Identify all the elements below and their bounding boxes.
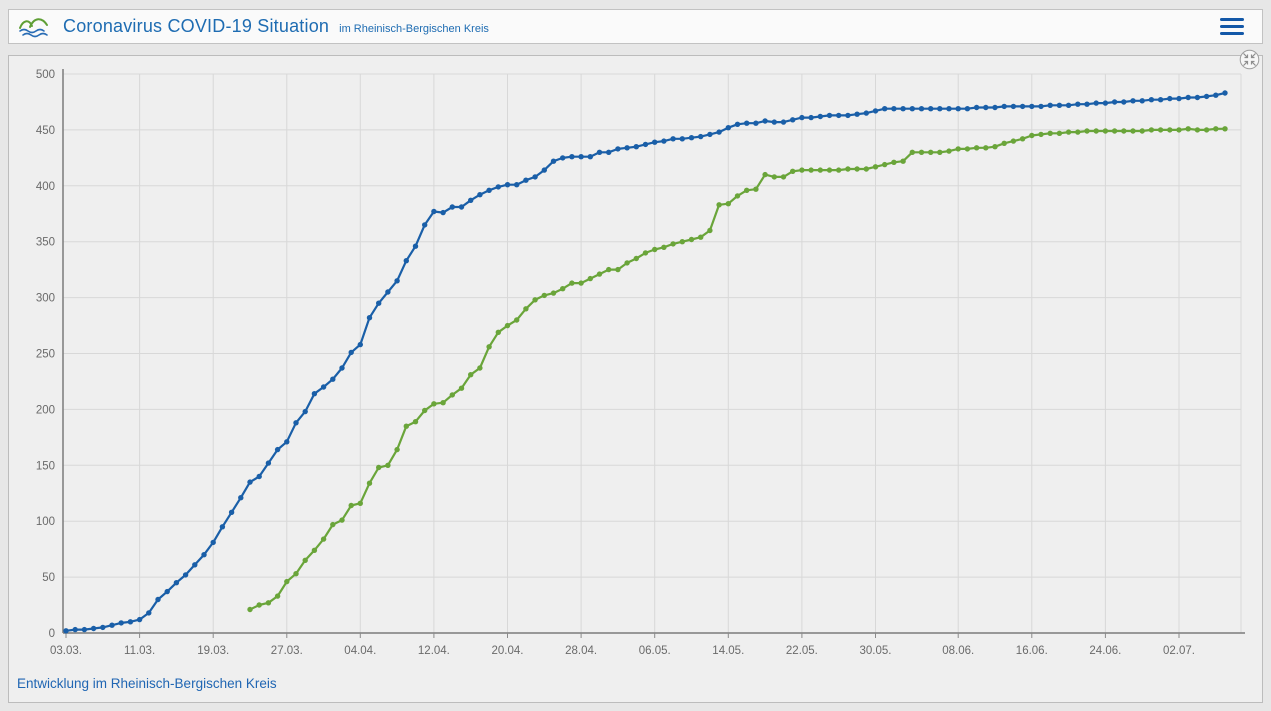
menu-bar	[1220, 32, 1244, 35]
svg-text:450: 450	[36, 125, 55, 137]
svg-text:06.05.: 06.05.	[639, 645, 671, 657]
menu-bar	[1220, 25, 1244, 28]
svg-text:08.06.: 08.06.	[942, 645, 974, 657]
svg-text:16.06.: 16.06.	[1016, 645, 1048, 657]
svg-text:03.03.: 03.03.	[50, 645, 82, 657]
line-chart[interactable]: 03.03. 11.03. 19.03. 27.03. 04.04. 12.04. 20.0…	[9, 56, 1262, 668]
svg-text:300: 300	[36, 293, 55, 305]
svg-text:30.05.: 30.05.	[860, 645, 892, 657]
svg-text:250: 250	[36, 349, 55, 361]
svg-text:20.04.: 20.04.	[492, 645, 524, 657]
svg-text:24.06.: 24.06.	[1089, 645, 1121, 657]
svg-text:14.05.: 14.05.	[712, 645, 744, 657]
svg-text:50: 50	[42, 572, 55, 584]
chart-panel: 03.03. 11.03. 19.03. 27.03. 04.04. 12.04. 20.0…	[8, 49, 1263, 703]
svg-text:02.07.: 02.07.	[1163, 645, 1195, 657]
svg-text:500: 500	[36, 69, 55, 81]
svg-text:100: 100	[36, 516, 55, 528]
svg-text:400: 400	[36, 181, 55, 193]
page-subtitle: im Rheinisch-Bergischen Kreis	[339, 23, 489, 35]
svg-text:11.03.: 11.03.	[124, 645, 155, 657]
svg-text:22.05.: 22.05.	[786, 645, 818, 657]
app-header: Coronavirus COVID-19 Situation im Rheini…	[8, 9, 1263, 44]
chart-svg: 03.03. 11.03. 19.03. 27.03. 04.04. 12.04. 20.0…	[36, 69, 1245, 657]
svg-text:28.04.: 28.04.	[565, 645, 597, 657]
hamburger-menu-icon[interactable]	[1216, 10, 1248, 43]
hills-waves-logo-icon	[17, 14, 51, 40]
svg-text:12.04.: 12.04.	[418, 645, 450, 657]
collapse-icon[interactable]	[1239, 49, 1260, 70]
svg-text:04.04.: 04.04.	[344, 645, 376, 657]
svg-text:27.03.: 27.03.	[271, 645, 303, 657]
menu-bar	[1220, 18, 1244, 21]
svg-text:200: 200	[36, 404, 55, 416]
svg-text:0: 0	[49, 628, 55, 640]
svg-text:19.03.: 19.03.	[197, 645, 229, 657]
svg-text:150: 150	[36, 460, 55, 472]
chart-caption[interactable]: Entwicklung im Rheinisch-Bergischen Krei…	[17, 676, 277, 691]
svg-text:350: 350	[36, 237, 55, 249]
page-title: Coronavirus COVID-19 Situation	[63, 16, 330, 36]
